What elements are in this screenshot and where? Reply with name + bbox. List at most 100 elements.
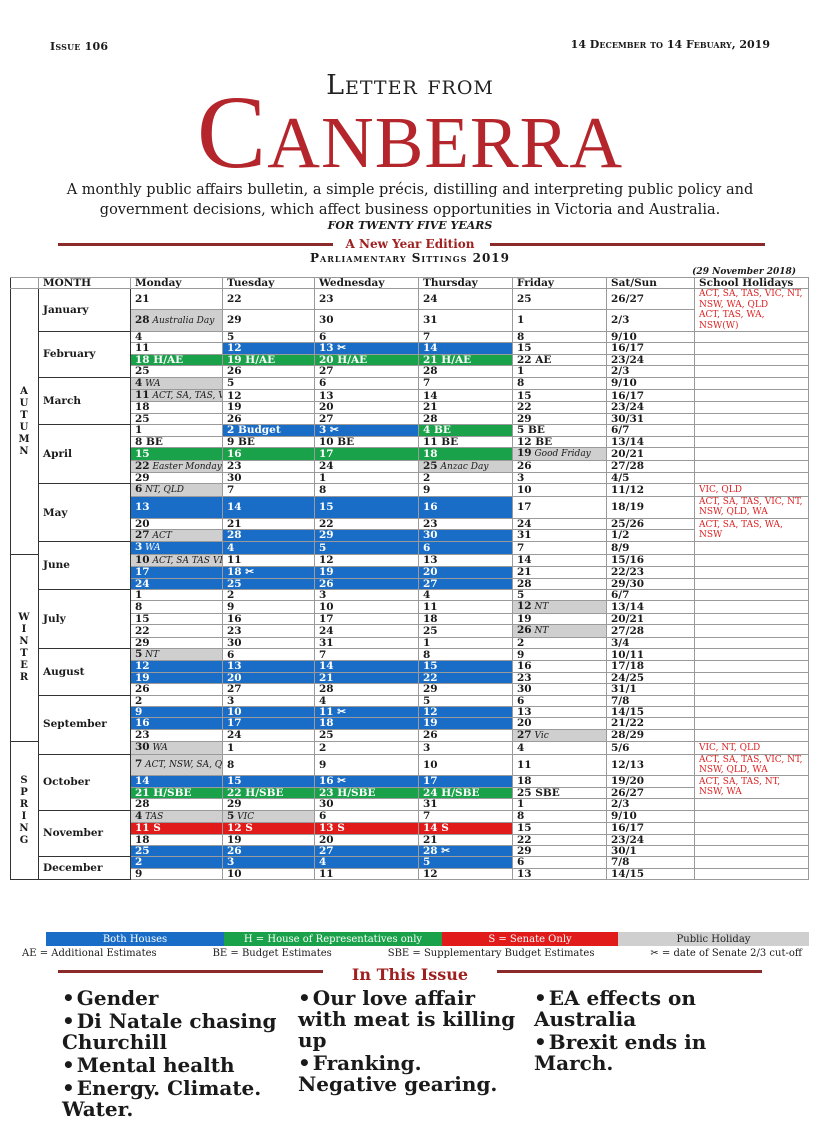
issue-item[interactable]: Franking. Negative gearing. <box>298 1053 518 1095</box>
as-of-date: (29 November 2018) <box>692 267 796 277</box>
school-holidays-cell <box>694 856 809 869</box>
day-cell: 17 <box>418 775 513 788</box>
day-cell: 21 H/AE <box>418 353 513 367</box>
day-cell: 19/20 <box>606 775 695 788</box>
day-cell: 16 <box>130 717 223 730</box>
day-cell: 30 <box>314 798 419 811</box>
day-cell: 26 <box>512 459 607 473</box>
day-cell: 3 <box>222 856 315 869</box>
holiday-note: ACT, SA TAS VIC, NT, NSW <box>152 555 223 566</box>
day-cell: 11 ✂ <box>314 706 419 719</box>
issue-item[interactable]: EA effects on Australia <box>534 988 754 1030</box>
sittings-title: Parliamentary Sittings 2019 <box>309 251 510 265</box>
holiday-note: NT, QLD <box>142 485 185 496</box>
day-cell: 19 <box>222 833 315 846</box>
day-cell: 28 <box>512 577 607 590</box>
day-cell: 9 <box>512 647 607 662</box>
school-holidays-cell <box>694 424 809 437</box>
day-cell: 1 <box>222 741 315 755</box>
day-cell: 21 <box>418 833 513 846</box>
day-cell: 9 BE <box>222 435 315 449</box>
calendar-row: March 4 WA 5 6 7 8 9/10 <box>11 376 809 426</box>
day-cell: 17 <box>314 447 419 461</box>
day-cell: 26 <box>222 412 315 426</box>
twenty-five-years: FOR TWENTY FIVE YEARS <box>327 219 493 232</box>
school-holidays-cell <box>694 624 809 638</box>
day-cell: 29 <box>130 636 223 650</box>
day-cell: 14 <box>512 553 607 568</box>
school-holidays-cell <box>694 798 809 811</box>
day-cell: 9/10 <box>606 376 695 391</box>
month-may: May <box>38 483 131 543</box>
day-cell: 5 <box>222 376 315 391</box>
day-cell: 5 NT <box>130 647 223 662</box>
day-cell: 20 <box>512 717 607 730</box>
issue-item[interactable]: Di Natale chasing Churchill <box>62 1011 292 1053</box>
month-april: April <box>38 424 131 485</box>
calendar-row: 15 16 17 18 19 Good Friday 20/21 <box>11 447 809 461</box>
day-cell: 3/4 <box>606 636 695 650</box>
day-cell: 25 <box>418 624 513 638</box>
day-cell: 17 <box>130 566 223 579</box>
day-cell: 9 <box>222 600 315 614</box>
new-year-edition: A New Year Edition <box>345 237 475 251</box>
day-cell: 25 SBE <box>512 786 607 800</box>
day-cell: 14/15 <box>606 706 695 719</box>
day-cell: 31 <box>418 798 513 811</box>
day-cell: 24/25 <box>606 671 695 685</box>
day-cell: 30/1 <box>606 844 695 858</box>
abbrev-be: BE = Budget Estimates <box>212 948 332 959</box>
school-holidays-cell <box>694 822 809 835</box>
day-cell: 5 <box>512 588 607 602</box>
day-cell: 5 <box>418 856 513 869</box>
issue-item[interactable]: Gender <box>62 988 292 1009</box>
day-cell: 6 NT, QLD <box>130 483 223 497</box>
day-cell: 16/17 <box>606 342 695 355</box>
day-cell: 18 <box>418 612 513 626</box>
day-cell: 20 <box>314 833 419 846</box>
issue-item[interactable]: Energy. Climate. Water. <box>62 1078 292 1120</box>
issue-item[interactable]: Brexit ends in March. <box>534 1032 754 1074</box>
day-cell: 20 <box>130 517 223 530</box>
day-cell: 27/28 <box>606 624 695 638</box>
legend-house: H = House of Representatives only <box>224 932 442 946</box>
day-cell: 30 <box>418 528 513 543</box>
holiday-note: WA <box>142 378 161 389</box>
school-holidays-cell <box>694 612 809 626</box>
day-cell: 20/21 <box>606 612 695 626</box>
column-header-school-holidays: School Holidays <box>694 276 809 290</box>
day-cell: 6 <box>512 856 607 869</box>
day-cell: 29 <box>512 844 607 858</box>
day-cell: 6 <box>314 376 419 391</box>
divider-issue-right <box>497 970 762 973</box>
legend-senate: S = Senate Only <box>442 932 618 946</box>
school-holidays-cell <box>694 647 809 662</box>
day-cell: 27 ACT <box>130 528 223 543</box>
day-cell: 5 <box>418 694 513 708</box>
day-cell: 18 <box>512 775 607 788</box>
day-cell: 17 <box>314 612 419 626</box>
day-cell: 20/21 <box>606 447 695 461</box>
day-cell: 4 BE <box>418 424 513 437</box>
issue-item[interactable]: Mental health <box>62 1055 292 1076</box>
issue-item[interactable]: Our love affair with meat is killing up <box>298 988 518 1051</box>
day-cell: 30/31 <box>606 412 695 426</box>
school-holidays-cell <box>694 588 809 602</box>
holiday-note: Easter Monday <box>149 461 222 472</box>
day-cell: 2/3 <box>606 798 695 811</box>
school-holidays-cell <box>694 435 809 449</box>
day-cell: 15 <box>130 612 223 626</box>
day-cell: 15 <box>130 447 223 461</box>
day-cell: 4 <box>222 541 315 555</box>
day-cell: 10 <box>418 753 513 777</box>
school-holidays-cell <box>694 660 809 673</box>
day-cell: 6 <box>512 694 607 708</box>
day-cell: 30 <box>512 683 607 696</box>
day-cell: 29 <box>314 528 419 543</box>
day-cell: 25 <box>130 365 223 378</box>
issue-column-1: Gender Di Natale chasing Churchill Menta… <box>62 988 292 1122</box>
calendar-row: 14 15 16 ✂ 17 18 19/20 ACT, SA, TAS, NT, NSW, … <box>11 775 809 800</box>
day-cell: 16 ✂ <box>314 775 419 788</box>
